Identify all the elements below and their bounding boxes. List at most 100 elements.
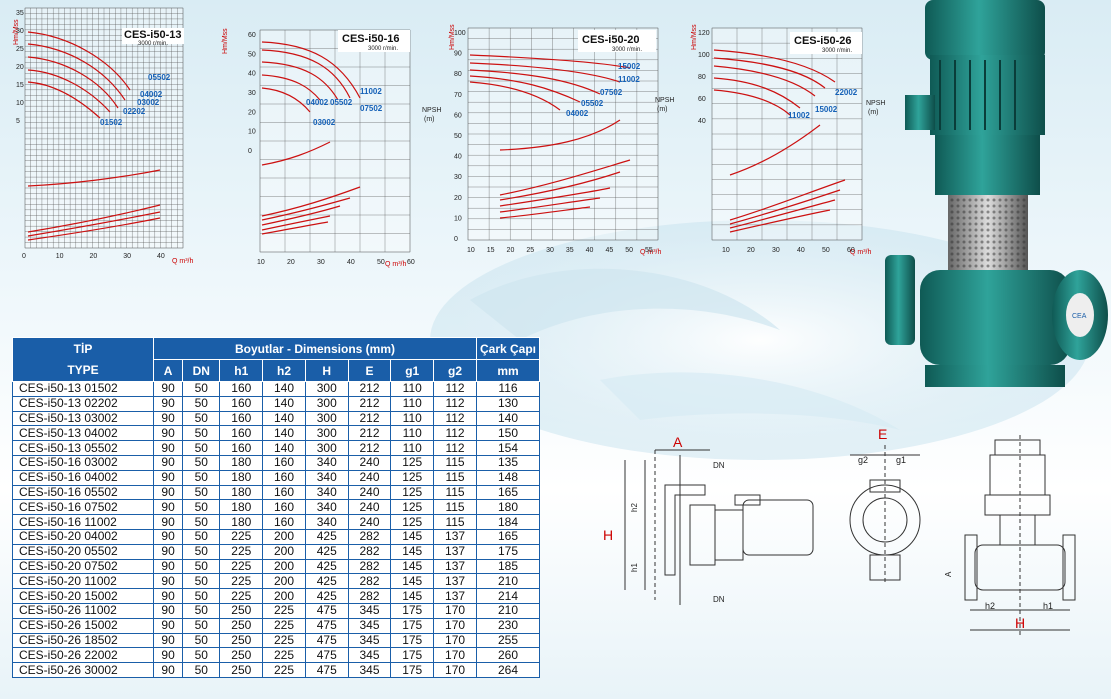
- cell-value: 50: [182, 499, 221, 516]
- table-row: CES-i50-16 03002 90 50 180 160 340 240 125 115 13…: [12, 454, 540, 471]
- cell-type: CES-i50-16 11002: [12, 514, 154, 530]
- cell-value: 145: [390, 573, 435, 590]
- chart-1-svg: CES-i50-13 3000 r/min. Hm/Mss 05502 0400…: [13, 7, 193, 265]
- cell-value: 90: [152, 425, 184, 442]
- cell-value: 165: [476, 528, 540, 545]
- table-row: CES-i50-20 05502 90 50 225 200 425 282 145 137 17…: [12, 543, 540, 560]
- chart-2-model-11002: 11002: [360, 87, 382, 96]
- cell-value: 50: [182, 573, 221, 590]
- cell-value: 50: [182, 588, 221, 604]
- cell-value: 180: [219, 454, 264, 471]
- cell-type: CES-i50-16 07502: [12, 499, 154, 516]
- table-row: CES-i50-26 18502 90 50 250 225 475 345 175 170 25…: [12, 632, 540, 649]
- y-tick-label: 25: [16, 46, 24, 53]
- cell-value: 282: [347, 543, 392, 560]
- cell-value: 50: [182, 602, 221, 619]
- cell-value: 140: [262, 440, 306, 456]
- table-row: CES-i50-13 02202 90 50 160 140 300 212 110 112 13…: [12, 395, 540, 412]
- cell-value: 50: [182, 425, 221, 442]
- cell-value: 250: [219, 617, 264, 634]
- cell-type: CES-i50-20 15002: [12, 588, 154, 604]
- front-view-drawing: E g2 g1: [849, 426, 921, 585]
- cell-value: 300: [304, 381, 349, 397]
- cell-value: 145: [390, 558, 435, 575]
- logo-text: CEA: [1072, 313, 1087, 320]
- cell-value: 340: [304, 499, 349, 516]
- chart-2-model-05502: 05502: [330, 98, 353, 107]
- col-a: A: [152, 359, 184, 382]
- cell-value: 90: [152, 632, 184, 649]
- x-tick-label: 15: [487, 247, 495, 254]
- chart-1-model-01502: 01502: [100, 118, 123, 127]
- cell-value: 175: [390, 662, 435, 678]
- cell-value: 115: [433, 514, 477, 530]
- chart-2-model-04002: 04002: [306, 98, 329, 107]
- cell-value: 185: [476, 558, 540, 575]
- cell-value: 148: [476, 469, 540, 486]
- chart-2-model-07502: 07502: [360, 104, 383, 113]
- cell-value: 200: [262, 558, 306, 575]
- cell-value: 240: [347, 514, 392, 530]
- cell-type: CES-i50-16 05502: [12, 484, 154, 501]
- cell-value: 180: [219, 499, 264, 516]
- cell-type: CES-i50-20 05502: [12, 543, 154, 560]
- cell-value: 115: [433, 499, 477, 516]
- cell-value: 200: [262, 543, 306, 560]
- cell-value: 160: [262, 514, 306, 530]
- chart-4-model-22002: 22002: [835, 88, 858, 97]
- cell-value: 110: [390, 425, 435, 442]
- table-row: CES-i50-13 04002 90 50 160 140 300 212 110 112 15…: [12, 425, 540, 442]
- cell-value: 112: [433, 440, 477, 456]
- cell-value: 340: [304, 514, 349, 530]
- dim-h: H: [603, 527, 613, 543]
- cell-value: 225: [262, 602, 306, 619]
- cell-value: 264: [476, 662, 540, 678]
- dim-dn-top: DN: [713, 461, 725, 470]
- cell-value: 90: [152, 454, 184, 471]
- table-row: CES-i50-16 04002 90 50 180 160 340 240 125 115 14…: [12, 469, 540, 486]
- y-tick-label: 15: [16, 82, 24, 89]
- cell-value: 125: [390, 499, 435, 516]
- chart-1-model-02202: 02202: [123, 107, 146, 116]
- cell-value: 160: [262, 454, 306, 471]
- cell-value: 300: [304, 410, 349, 427]
- x-tick-label: 35: [566, 247, 574, 254]
- cell-value: 160: [262, 499, 306, 516]
- y-tick-label: 5: [16, 118, 20, 125]
- cell-value: 475: [304, 617, 349, 634]
- y-tick-label: 100: [698, 52, 710, 59]
- y-tick-label: 20: [454, 195, 462, 202]
- cell-value: 160: [219, 395, 264, 412]
- cell-type: CES-i50-13 02202: [12, 395, 154, 412]
- pump-photo: CEA: [885, 0, 1108, 387]
- cell-value: 145: [390, 588, 435, 604]
- cell-type: CES-i50-13 04002: [12, 425, 154, 442]
- y-tick-label: 40: [698, 118, 706, 125]
- cell-value: 90: [152, 602, 184, 619]
- chart-4-npsh-unit: (m): [868, 109, 879, 116]
- cell-type: CES-i50-20 11002: [12, 573, 154, 590]
- cell-value: 345: [347, 602, 392, 619]
- cell-type: CES-i50-13 01502: [12, 381, 154, 397]
- cell-value: 90: [152, 558, 184, 575]
- dim-e: E: [878, 426, 887, 442]
- cell-value: 425: [304, 558, 349, 575]
- cell-type: CES-i50-26 18502: [12, 632, 154, 649]
- cell-value: 137: [433, 558, 477, 575]
- chart-1-rpm: 3000 r/min.: [138, 41, 168, 47]
- cell-value: 137: [433, 528, 477, 545]
- y-tick-label: 100: [454, 30, 466, 37]
- cell-value: 225: [219, 558, 264, 575]
- table-row: CES-i50-26 11002 90 50 250 225 475 345 175 170 21…: [12, 602, 540, 619]
- chart-3-svg: CES-i50-20 3000 r/min. Hm/Mss 15002 1100…: [449, 24, 674, 256]
- col-dn: DN: [182, 359, 221, 382]
- x-tick-label: 40: [797, 247, 805, 254]
- x-tick-label: 55: [645, 247, 653, 254]
- y-tick-label: 50: [454, 133, 462, 140]
- chart-1-yaxis-label: Hm/Mss: [13, 19, 20, 45]
- cell-value: 145: [390, 543, 435, 560]
- vertical-view-drawing: h2 h1 H A: [945, 435, 1076, 635]
- chart-4-npsh-label: NPSH: [866, 100, 885, 107]
- cell-value: 282: [347, 573, 392, 590]
- cell-value: 160: [219, 440, 264, 456]
